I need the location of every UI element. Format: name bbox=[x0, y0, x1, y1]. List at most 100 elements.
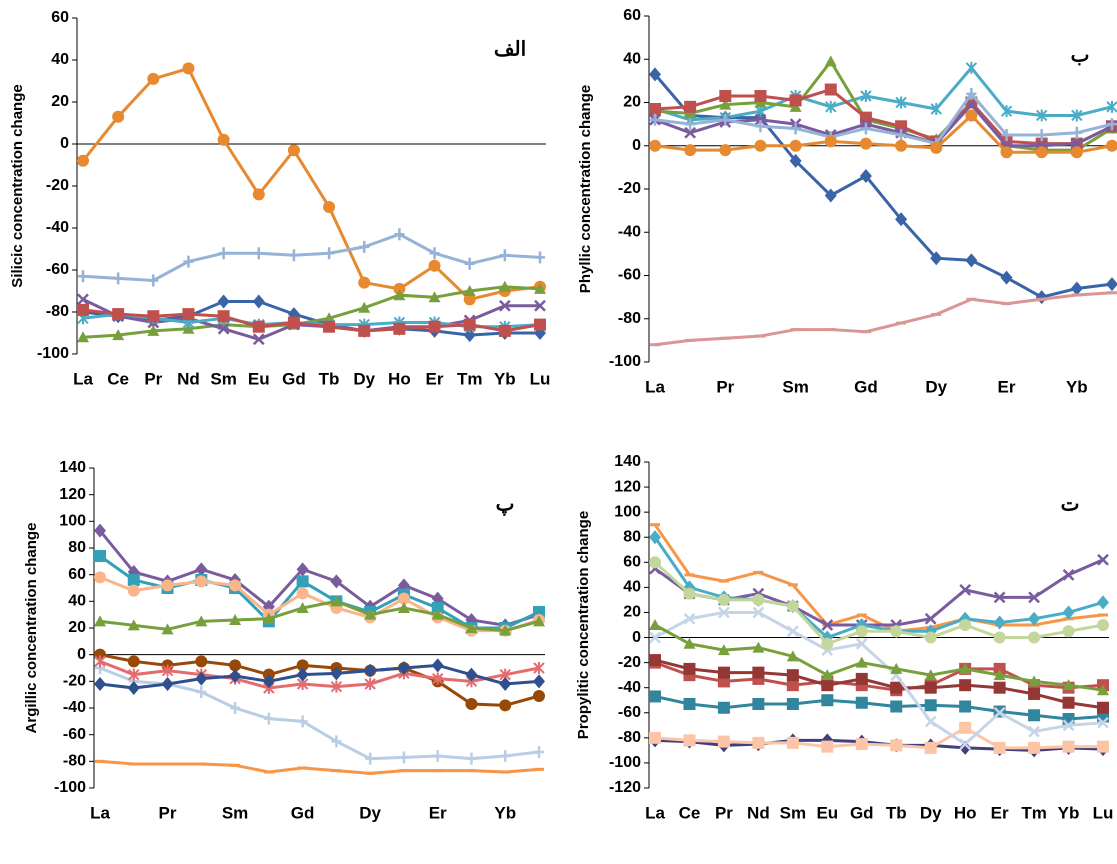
marker bbox=[77, 331, 89, 343]
marker bbox=[685, 118, 696, 131]
series-line bbox=[654, 291, 1113, 347]
series-line bbox=[653, 523, 1104, 633]
marker bbox=[432, 750, 443, 762]
x-tick-label: Pr bbox=[144, 369, 162, 388]
marker bbox=[993, 662, 1006, 675]
x-tick-label: La bbox=[90, 803, 110, 822]
y-tick-label: -60 bbox=[618, 704, 641, 721]
y-tick-label: -120 bbox=[609, 779, 641, 796]
marker bbox=[855, 637, 868, 650]
series bbox=[649, 530, 1109, 645]
marker bbox=[1001, 128, 1012, 141]
marker bbox=[330, 574, 343, 589]
marker bbox=[825, 100, 837, 113]
marker bbox=[1071, 126, 1082, 139]
marker bbox=[229, 669, 242, 683]
marker bbox=[229, 614, 242, 625]
y-tick-label: -80 bbox=[618, 310, 641, 327]
marker bbox=[1028, 687, 1041, 700]
y-tick-label: -40 bbox=[618, 223, 641, 240]
marker bbox=[649, 731, 661, 744]
marker bbox=[855, 672, 868, 685]
y-tick-label: -60 bbox=[46, 261, 69, 278]
x-tick-label: La bbox=[645, 377, 665, 396]
series-line bbox=[653, 536, 1104, 640]
marker bbox=[649, 67, 661, 82]
marker bbox=[393, 322, 406, 335]
marker bbox=[959, 679, 972, 692]
marker bbox=[752, 606, 765, 619]
marker bbox=[465, 622, 478, 633]
series bbox=[94, 595, 545, 636]
panel-annotation: پ bbox=[496, 493, 515, 515]
marker bbox=[182, 62, 195, 75]
marker bbox=[397, 661, 410, 675]
marker bbox=[296, 602, 309, 613]
marker bbox=[1097, 740, 1109, 753]
marker bbox=[262, 612, 275, 624]
marker bbox=[1097, 619, 1109, 631]
marker bbox=[78, 270, 88, 283]
y-tick-label: -60 bbox=[618, 267, 641, 284]
y-tick-label: -100 bbox=[609, 353, 641, 370]
marker bbox=[855, 625, 868, 638]
y-tick-label: -80 bbox=[46, 303, 69, 320]
marker bbox=[466, 752, 477, 765]
marker bbox=[821, 619, 834, 631]
x-tick-label: La bbox=[73, 369, 93, 388]
marker bbox=[127, 681, 140, 695]
marker bbox=[195, 671, 208, 686]
marker bbox=[331, 735, 342, 748]
y-tick-label: -100 bbox=[54, 779, 86, 796]
marker bbox=[217, 322, 230, 335]
series bbox=[649, 721, 1109, 754]
panel-annotation: ب bbox=[1071, 44, 1090, 66]
marker bbox=[684, 144, 697, 157]
marker bbox=[364, 678, 376, 690]
marker bbox=[229, 579, 242, 592]
marker bbox=[1106, 277, 1117, 292]
y-tick-label: -40 bbox=[63, 699, 86, 716]
marker bbox=[684, 126, 697, 139]
x-tick-label: Yb bbox=[1066, 377, 1088, 396]
marker bbox=[1097, 553, 1109, 566]
marker bbox=[860, 122, 871, 135]
x-tick-label: Tb bbox=[319, 369, 340, 388]
marker bbox=[296, 667, 309, 682]
marker bbox=[717, 593, 730, 606]
marker bbox=[683, 612, 696, 625]
marker bbox=[824, 55, 837, 67]
marker bbox=[359, 240, 370, 253]
x-tick-label: Er bbox=[991, 803, 1009, 822]
marker bbox=[183, 255, 194, 268]
series bbox=[649, 619, 1109, 696]
marker bbox=[859, 137, 872, 150]
marker bbox=[959, 721, 972, 734]
marker bbox=[824, 188, 837, 203]
marker bbox=[993, 591, 1006, 604]
series bbox=[650, 87, 1117, 150]
series-line bbox=[654, 623, 1104, 692]
y-tick-label: -60 bbox=[63, 726, 86, 743]
marker bbox=[752, 593, 765, 606]
x-tick-label: Er bbox=[998, 377, 1016, 396]
marker bbox=[1062, 568, 1075, 581]
marker bbox=[924, 681, 937, 694]
y-tick-label: 0 bbox=[77, 646, 86, 663]
series-line bbox=[81, 66, 541, 302]
y-tick-label: 60 bbox=[68, 566, 86, 583]
marker bbox=[855, 738, 868, 751]
marker bbox=[924, 741, 937, 754]
y-tick-label: 20 bbox=[623, 604, 641, 621]
marker bbox=[533, 615, 545, 627]
marker bbox=[1106, 100, 1117, 113]
marker bbox=[720, 113, 731, 126]
series-line bbox=[82, 232, 541, 283]
marker bbox=[147, 72, 160, 85]
marker bbox=[683, 637, 696, 649]
marker bbox=[464, 257, 475, 270]
marker bbox=[789, 153, 802, 168]
marker bbox=[959, 740, 972, 755]
marker bbox=[358, 276, 371, 289]
marker bbox=[499, 677, 512, 691]
